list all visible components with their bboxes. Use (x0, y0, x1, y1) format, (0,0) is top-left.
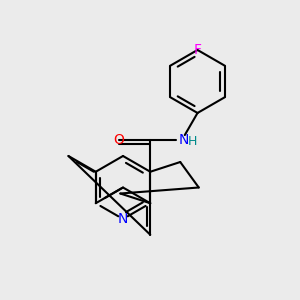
Text: F: F (194, 43, 202, 57)
Text: O: O (113, 133, 124, 147)
Text: N: N (118, 212, 128, 226)
Text: N: N (179, 133, 189, 147)
Text: H: H (188, 135, 197, 148)
